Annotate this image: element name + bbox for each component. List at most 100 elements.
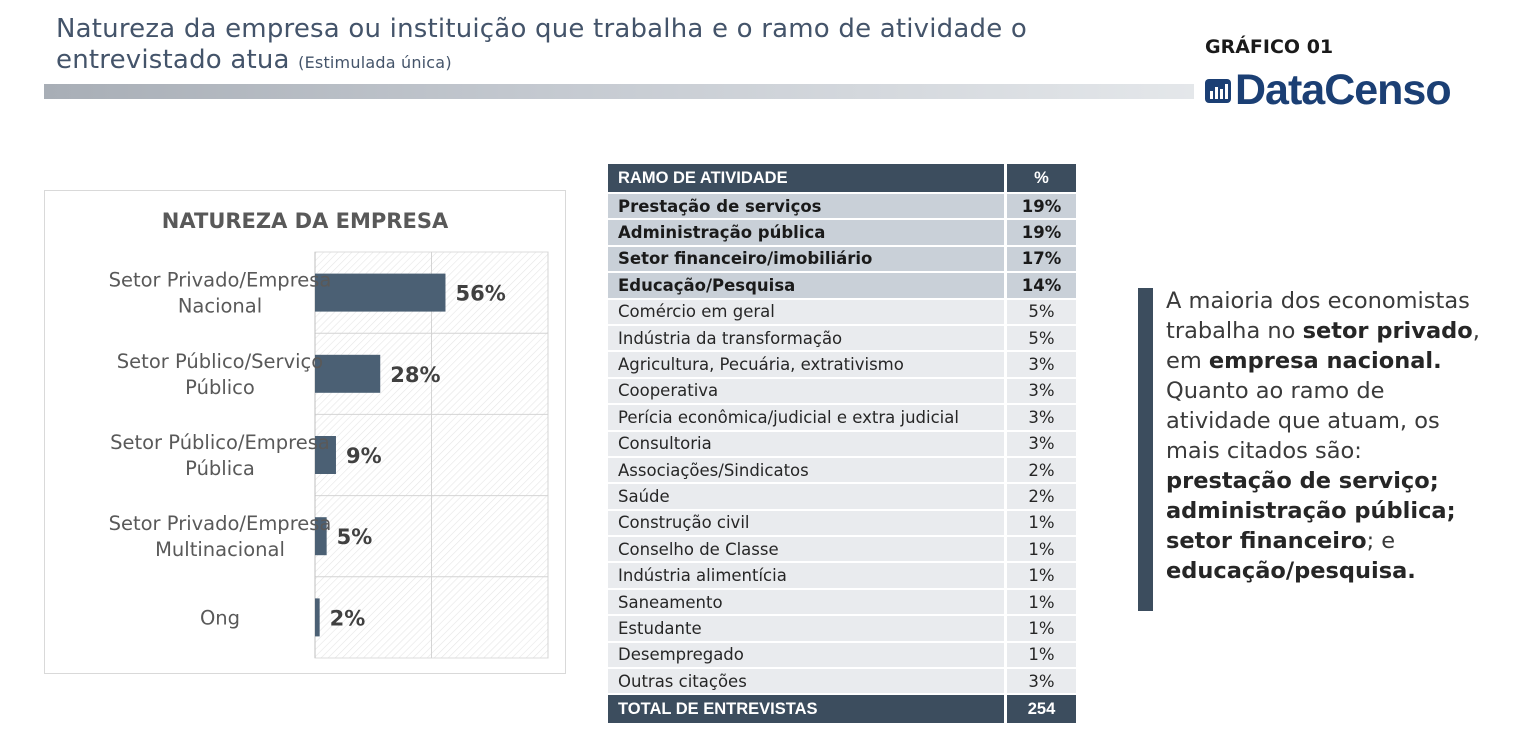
chart-title: NATUREZA DA EMPRESA bbox=[162, 209, 449, 233]
page-title: Natureza da empresa ou instituição que t… bbox=[56, 14, 1156, 78]
activity-label: Estudante bbox=[608, 616, 1004, 643]
table-row: Conselho de Classe 1% bbox=[608, 537, 1076, 564]
commentary-segment: Quanto ao ramo de atividade que atuam, o… bbox=[1166, 378, 1440, 464]
table-row: Comércio em geral 5% bbox=[608, 299, 1076, 326]
category-label: Multinacional bbox=[155, 538, 285, 561]
activity-percent: 14% bbox=[1004, 273, 1076, 300]
commentary-accent-bar bbox=[1138, 288, 1153, 611]
commentary-segment: A maioria dos economistas trabalha no bbox=[1166, 288, 1470, 344]
category-label: Setor Privado/Empresa bbox=[109, 512, 332, 535]
bar-value-label: 9% bbox=[346, 444, 382, 468]
activity-label: Comércio em geral bbox=[608, 299, 1004, 326]
activity-label: Setor financeiro/imobiliário bbox=[608, 246, 1004, 274]
title-line-2: entrevistado atua bbox=[56, 45, 290, 75]
activity-percent: 3% bbox=[1004, 352, 1076, 379]
activity-label: Prestação de serviços bbox=[608, 194, 1004, 221]
activity-label: Administração pública bbox=[608, 220, 1004, 247]
activity-label: Agricultura, Pecuária, extrativismo bbox=[608, 352, 1004, 379]
activity-percent: 19% bbox=[1004, 194, 1076, 221]
activity-label: Construção civil bbox=[608, 510, 1004, 538]
commentary-emphasis: prestação de serviço; administração públ… bbox=[1166, 468, 1456, 554]
activity-label: Conselho de Classe bbox=[608, 537, 1004, 564]
commentary-text: A maioria dos economistas trabalha no se… bbox=[1166, 286, 1486, 586]
datacenso-logo: DataCenso bbox=[1205, 66, 1452, 114]
table-row: Setor financeiro/imobiliário 17% bbox=[608, 246, 1076, 274]
bar bbox=[315, 354, 381, 393]
table-row: Construção civil 1% bbox=[608, 510, 1076, 538]
company-nature-chart: NATUREZA DA EMPRESA 56% Setor Privado/Empr… bbox=[44, 190, 566, 674]
commentary-emphasis: empresa nacional. bbox=[1208, 348, 1442, 374]
activity-label: Indústria alimentícia bbox=[608, 563, 1004, 590]
category-label: Setor Privado/Empresa bbox=[109, 269, 332, 292]
chart-number-label: GRÁFICO 01 bbox=[1205, 36, 1334, 58]
activity-percent: 3% bbox=[1004, 405, 1076, 432]
table-row: Estudante 1% bbox=[608, 616, 1076, 643]
category-label: Nacional bbox=[178, 295, 262, 318]
activity-label: Perícia econômica/judicial e extra judic… bbox=[608, 405, 1004, 432]
table-row: Desempregado 1% bbox=[608, 642, 1076, 670]
category-label: Público bbox=[185, 376, 255, 399]
title-divider bbox=[44, 84, 1194, 99]
commentary-segment: , em bbox=[1166, 318, 1480, 374]
table-row: Cooperativa 3% bbox=[608, 378, 1076, 406]
activity-label: Educação/Pesquisa bbox=[608, 273, 1004, 300]
table-header-row: RAMO DE ATIVIDADE % bbox=[608, 164, 1076, 194]
activity-percent: 3% bbox=[1004, 431, 1076, 458]
table-row: Agricultura, Pecuária, extrativismo 3% bbox=[608, 352, 1076, 379]
table-row: Associações/Sindicatos 2% bbox=[608, 457, 1076, 485]
activity-percent: 1% bbox=[1004, 589, 1076, 617]
table-row: Administração pública 19% bbox=[608, 220, 1076, 247]
bar-chart-logo-icon bbox=[1205, 79, 1231, 103]
table-row: Perícia econômica/judicial e extra judic… bbox=[608, 405, 1076, 432]
activity-label: Outras citações bbox=[608, 669, 1004, 696]
activity-table: RAMO DE ATIVIDADE % Prestação de serviço… bbox=[608, 164, 1076, 726]
activity-percent: 1% bbox=[1004, 616, 1076, 643]
activity-percent: 17% bbox=[1004, 246, 1076, 274]
table-row: Outras citações 3% bbox=[608, 669, 1076, 696]
activity-label: Desempregado bbox=[608, 642, 1004, 670]
activity-percent: 5% bbox=[1004, 325, 1076, 353]
header-percent: % bbox=[1004, 164, 1076, 194]
category-label: Ong bbox=[200, 606, 240, 629]
logo-text: DataCenso bbox=[1235, 66, 1452, 114]
commentary-emphasis: educação/pesquisa. bbox=[1166, 558, 1416, 584]
table-row: Prestação de serviços 19% bbox=[608, 194, 1076, 221]
activity-percent: 1% bbox=[1004, 563, 1076, 590]
category-label: Setor Público/Serviço bbox=[117, 350, 323, 373]
bar bbox=[315, 598, 320, 637]
table-row: Indústria da transformação 5% bbox=[608, 325, 1076, 353]
activity-label: Saneamento bbox=[608, 589, 1004, 617]
activity-percent: 1% bbox=[1004, 510, 1076, 538]
activity-label: Indústria da transformação bbox=[608, 325, 1004, 353]
bar-value-label: 28% bbox=[390, 363, 440, 387]
header-activity: RAMO DE ATIVIDADE bbox=[608, 164, 1004, 194]
total-row: TOTAL DE ENTREVISTAS 254 bbox=[608, 695, 1076, 726]
bar bbox=[315, 436, 336, 474]
title-line-1: Natureza da empresa ou instituição que t… bbox=[56, 14, 1027, 44]
table-row: Educação/Pesquisa 14% bbox=[608, 273, 1076, 300]
table-row: Consultoria 3% bbox=[608, 431, 1076, 458]
bar-value-label: 56% bbox=[455, 282, 505, 306]
total-label: TOTAL DE ENTREVISTAS bbox=[608, 695, 1004, 726]
activity-percent: 3% bbox=[1004, 669, 1076, 696]
activity-percent: 2% bbox=[1004, 484, 1076, 511]
table-row: Indústria alimentícia 1% bbox=[608, 563, 1076, 590]
total-value: 254 bbox=[1004, 695, 1076, 726]
table-row: Saúde 2% bbox=[608, 484, 1076, 511]
table-row: Saneamento 1% bbox=[608, 589, 1076, 617]
activity-percent: 2% bbox=[1004, 457, 1076, 485]
activity-percent: 19% bbox=[1004, 220, 1076, 247]
activity-label: Saúde bbox=[608, 484, 1004, 511]
bar-value-label: 5% bbox=[337, 525, 373, 549]
bar-value-label: 2% bbox=[330, 606, 366, 630]
activity-label: Associações/Sindicatos bbox=[608, 457, 1004, 485]
activity-percent: 3% bbox=[1004, 378, 1076, 406]
activity-percent: 1% bbox=[1004, 642, 1076, 670]
category-label: Setor Público/Empresa bbox=[110, 431, 330, 454]
activity-label: Consultoria bbox=[608, 431, 1004, 458]
activity-percent: 5% bbox=[1004, 299, 1076, 326]
category-label: Pública bbox=[185, 457, 255, 480]
chart-canvas: NATUREZA DA EMPRESA 56% Setor Privado/Empr… bbox=[109, 209, 549, 659]
activity-percent: 1% bbox=[1004, 537, 1076, 564]
commentary-emphasis: setor privado bbox=[1302, 318, 1473, 344]
